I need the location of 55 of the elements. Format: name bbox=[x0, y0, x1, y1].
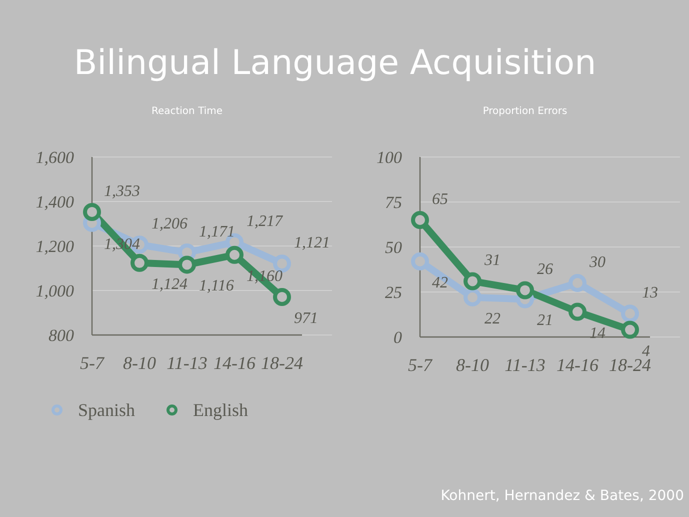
data-label: 1,116 bbox=[199, 278, 234, 295]
x-tick-label: 11-13 bbox=[166, 353, 208, 373]
data-label: 30 bbox=[588, 254, 606, 271]
x-tick-label: 14-16 bbox=[214, 353, 256, 373]
point bbox=[130, 254, 148, 272]
point bbox=[83, 202, 101, 221]
data-label: 31 bbox=[484, 252, 500, 270]
text: Bilingual Language Acquisition bbox=[74, 43, 596, 83]
data-label: 13 bbox=[642, 284, 658, 302]
y-tick-label: 800 bbox=[48, 326, 74, 345]
data-label: 1,206 bbox=[152, 216, 188, 233]
y-tick-label: 75 bbox=[385, 192, 402, 212]
point bbox=[568, 274, 586, 292]
x-tick-label: 14-16 bbox=[556, 355, 598, 375]
data-label: 26 bbox=[537, 261, 553, 278]
legend-label: Spanish bbox=[78, 400, 136, 420]
x-tick-label: 18-24 bbox=[261, 353, 303, 373]
data-label: 1,217 bbox=[246, 213, 284, 230]
y-tick-label: 1,200 bbox=[36, 236, 74, 256]
point bbox=[568, 302, 586, 321]
point bbox=[621, 320, 639, 339]
data-label: 1,353 bbox=[104, 182, 140, 200]
point bbox=[464, 272, 482, 290]
x-tick-label: 11-13 bbox=[504, 355, 546, 375]
data-label: 22 bbox=[484, 310, 500, 328]
y-tick-label: 25 bbox=[385, 282, 402, 302]
chart-title: Proportion Errors bbox=[482, 106, 568, 117]
point bbox=[226, 246, 244, 264]
y-tick-label: 1,400 bbox=[36, 192, 74, 212]
data-label: 1,121 bbox=[294, 234, 330, 252]
chart-title: Reaction Time bbox=[151, 106, 223, 117]
point bbox=[464, 288, 482, 306]
y-tick-label: 100 bbox=[376, 148, 402, 167]
y-tick-label: 1,000 bbox=[36, 281, 74, 300]
legend-label: English bbox=[193, 400, 248, 420]
data-label: 65 bbox=[432, 191, 448, 208]
point bbox=[273, 288, 291, 306]
point bbox=[411, 211, 429, 229]
x-tick-label: 5-7 bbox=[408, 355, 433, 375]
point bbox=[516, 281, 534, 300]
y-tick-label: 50 bbox=[385, 238, 402, 257]
x-tick-label: 8-10 bbox=[123, 353, 156, 373]
point bbox=[178, 256, 196, 274]
data-label: 21 bbox=[537, 312, 553, 330]
point bbox=[411, 252, 429, 270]
point bbox=[621, 304, 639, 323]
x-tick-label: 8-10 bbox=[456, 355, 489, 375]
data-label: 1,171 bbox=[199, 223, 235, 240]
text: Kohnert, Hernandez & Bates, 2000 bbox=[440, 488, 684, 504]
y-tick-label: 0 bbox=[394, 328, 402, 347]
data-label: 1,124 bbox=[152, 276, 188, 293]
data-label: 42 bbox=[432, 274, 448, 292]
y-tick-label: 1,600 bbox=[36, 148, 74, 167]
x-tick-label: 5-7 bbox=[80, 353, 105, 373]
data-label: 971 bbox=[294, 310, 318, 327]
